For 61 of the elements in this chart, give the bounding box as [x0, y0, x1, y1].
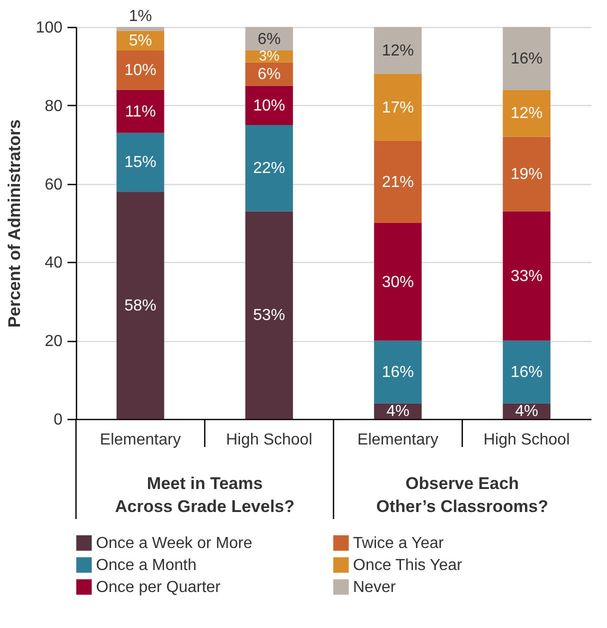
bar — [374, 27, 422, 74]
data-label: 5% — [128, 32, 152, 50]
bar — [116, 27, 164, 31]
bar — [502, 211, 550, 341]
y-tick-label: 100 — [36, 20, 63, 36]
x-tick-label: Elementary — [357, 432, 438, 448]
data-label: 22% — [253, 160, 286, 178]
data-label: 10% — [124, 62, 156, 80]
bar — [116, 192, 164, 419]
data-label: 21% — [382, 174, 414, 191]
bar — [374, 340, 422, 404]
bar — [374, 140, 422, 223]
data-label: 17% — [382, 99, 414, 116]
data-label: 6% — [258, 66, 281, 84]
data-label: 11% — [124, 103, 156, 120]
x-tick-label: High School — [483, 432, 570, 448]
data-label: 16% — [510, 50, 543, 68]
bar — [502, 136, 550, 212]
data-label: 16% — [382, 364, 414, 381]
text: Meet in Teams Across Grade Levels? — [114, 474, 295, 516]
data-label: 3% — [258, 48, 280, 64]
bar — [116, 132, 164, 192]
data-label: 19% — [510, 166, 543, 183]
y-tick-label: 20 — [44, 333, 63, 350]
data-label: 30% — [382, 274, 414, 291]
data-label: 12% — [510, 105, 543, 122]
data-label: 4% — [386, 403, 410, 420]
data-label: 33% — [510, 268, 543, 285]
bar — [245, 86, 293, 125]
bar — [245, 125, 293, 212]
data-label: 58% — [124, 297, 156, 314]
legend-label: Never — [353, 579, 396, 596]
bar — [502, 340, 550, 404]
text: Observe Each Other’s Classrooms? — [376, 474, 548, 516]
bar — [502, 90, 550, 137]
data-label: 4% — [515, 403, 538, 420]
data-label: 6% — [258, 30, 281, 48]
legend-label: Once a Month — [96, 557, 196, 574]
y-tick-label: 80 — [44, 98, 63, 115]
bar — [245, 211, 293, 419]
y-tick-label: 0 — [54, 412, 63, 428]
x-tick-label: Elementary — [100, 432, 181, 448]
bar — [116, 50, 164, 90]
bar — [116, 90, 164, 133]
bar — [374, 74, 422, 141]
data-label: 53% — [253, 307, 286, 324]
data-label: 10% — [253, 97, 286, 114]
y-tick-label: 60 — [44, 176, 63, 194]
data-label: 12% — [382, 42, 414, 60]
legend-label: Twice a Year — [353, 535, 444, 552]
data-label: 1% — [128, 8, 152, 25]
data-label: 16% — [510, 364, 543, 381]
bar — [502, 27, 550, 90]
bar — [374, 223, 422, 341]
legend-label: Once This Year — [353, 557, 463, 574]
data-label: 15% — [124, 154, 156, 172]
legend-label: Once a Week or More — [96, 535, 252, 552]
y-axis-title: Percent of Administrators — [4, 119, 24, 328]
y-tick-label: 40 — [44, 254, 63, 272]
legend-label: Once per Quarter — [96, 579, 222, 596]
x-tick-label: High School — [226, 432, 312, 448]
